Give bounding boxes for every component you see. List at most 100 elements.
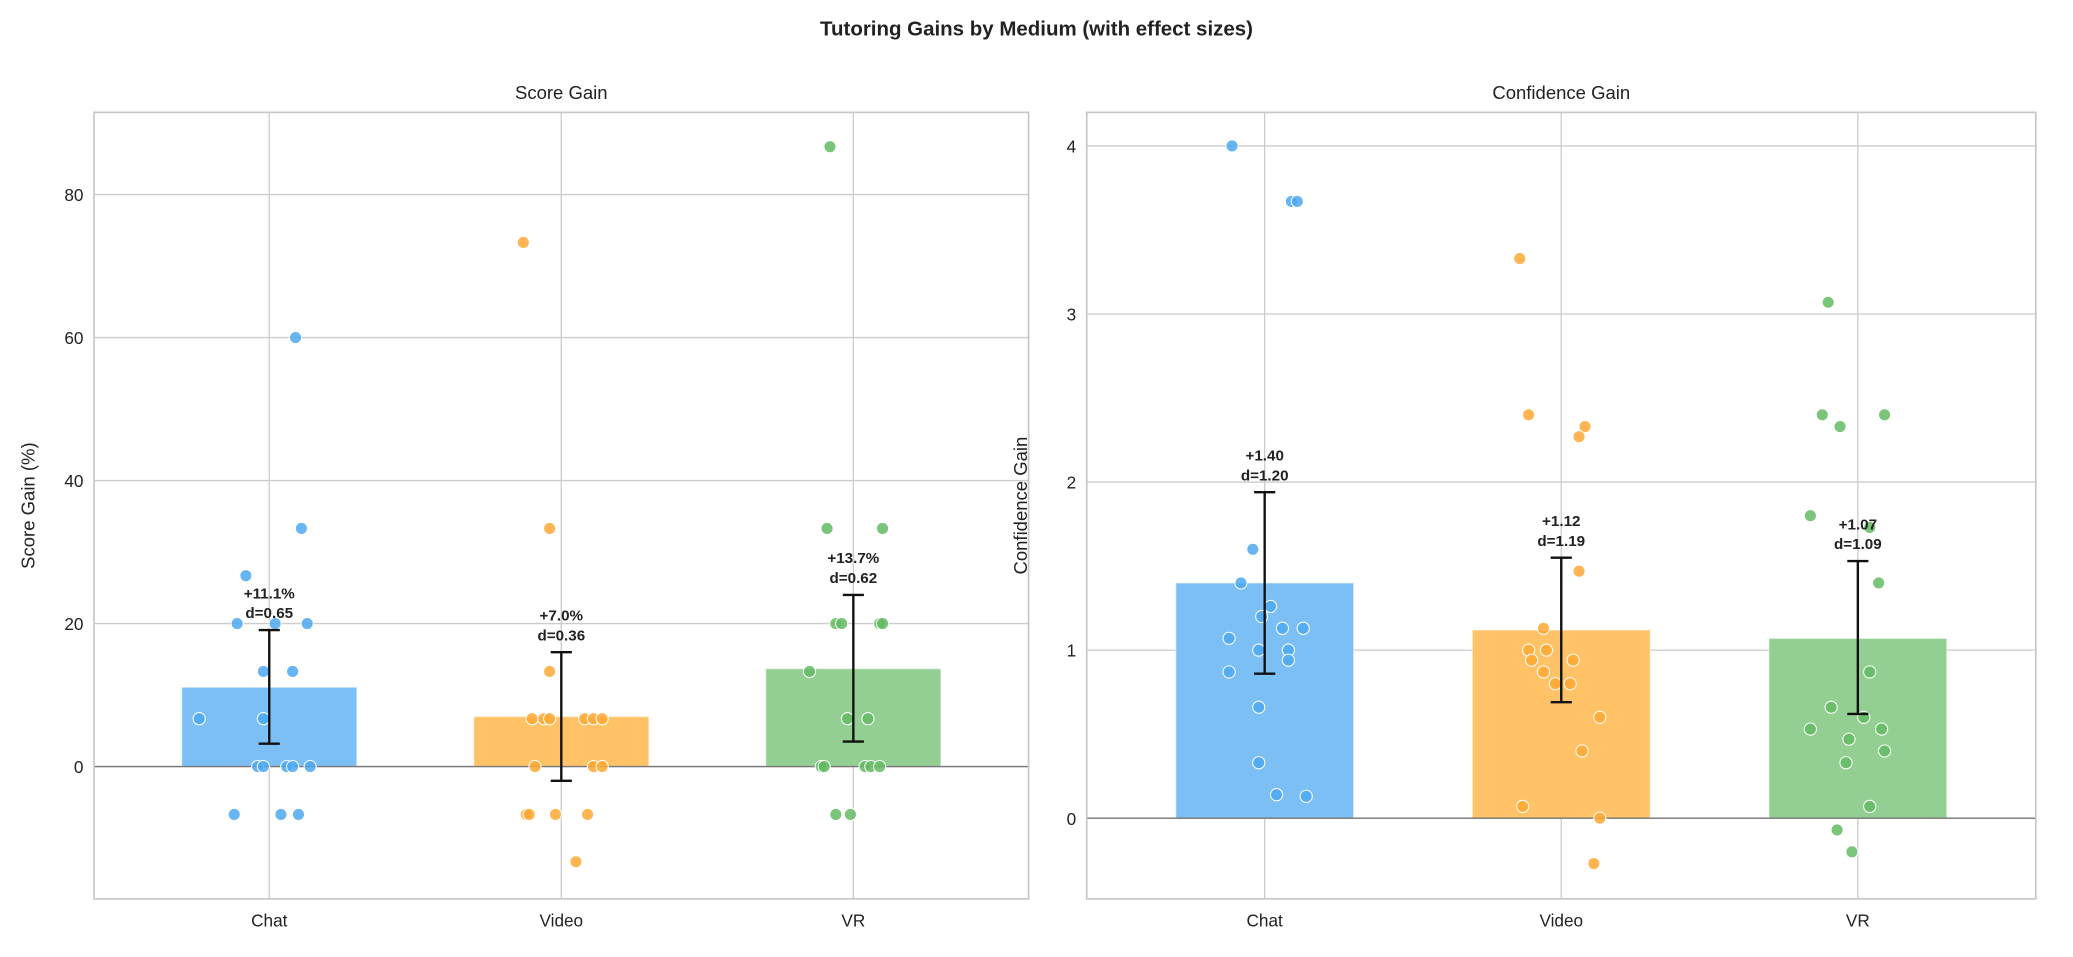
data-point-vr	[840, 712, 855, 726]
data-point-vr	[1803, 509, 1818, 523]
data-point-video	[1522, 408, 1536, 422]
data-point-video	[1575, 744, 1589, 758]
data-point-vr	[1845, 845, 1859, 859]
data-point-chat	[300, 616, 314, 631]
data-point-video	[1563, 677, 1577, 691]
data-point-video	[528, 759, 542, 774]
data-point-video	[522, 807, 536, 822]
data-point-video	[569, 855, 583, 869]
data-point-vr	[823, 140, 837, 154]
data-point-vr	[875, 616, 890, 631]
x-tick-label: Chat	[1247, 911, 1284, 931]
data-point-chat	[192, 712, 206, 726]
data-point-vr	[1877, 744, 1892, 758]
data-point-video	[1593, 811, 1607, 825]
bar-value-label: +13.7%	[827, 550, 879, 567]
data-point-video	[543, 664, 557, 679]
data-point-video	[548, 807, 563, 822]
data-point-chat	[1222, 665, 1236, 679]
y-tick-label: 0	[74, 757, 84, 777]
data-point-video	[543, 521, 557, 536]
data-point-chat	[1225, 139, 1239, 153]
data-point-vr	[1824, 700, 1838, 714]
data-point-chat	[288, 330, 303, 345]
y-tick-label: 3	[1067, 305, 1077, 325]
data-point-chat	[1252, 643, 1266, 657]
data-point-vr	[802, 664, 817, 679]
data-point-vr	[843, 807, 858, 822]
data-point-chat	[1255, 609, 1269, 624]
x-tick-label: Video	[1539, 911, 1583, 931]
data-point-vr	[1830, 823, 1844, 837]
bar-value-label: +1.07	[1839, 516, 1877, 533]
confidence-gain-panel: 0 1 2 3 4 Chat Video VR +1.40 d=1.20 +1.12 d=1.19 +1…	[1010, 82, 2037, 931]
data-point-chat	[1252, 700, 1266, 714]
data-point-video	[1513, 251, 1527, 266]
data-point-vr	[1842, 732, 1856, 746]
data-point-chat	[286, 664, 300, 679]
data-point-vr	[873, 759, 887, 774]
axes-frame	[1085, 111, 2037, 900]
y-tick-label: 4	[1067, 137, 1077, 157]
data-point-chat	[286, 759, 300, 774]
data-point-chat	[1299, 789, 1313, 803]
effect-size-label: d=1.20	[1241, 467, 1289, 484]
data-point-chat	[1264, 599, 1278, 614]
data-point-chat	[227, 807, 241, 822]
data-point-chat	[1275, 621, 1290, 635]
data-point-video	[1524, 653, 1539, 667]
score-gain-panel: 0 20 40 60 80 Chat Video VR +11.1% d=0.65 +7.0% d=0…	[18, 82, 1030, 931]
data-point-chat	[303, 759, 317, 774]
bar-value-label: +7.0%	[540, 607, 584, 624]
effect-size-label: d=1.19	[1537, 533, 1585, 550]
x-tick-label: VR	[1846, 911, 1870, 931]
data-point-chat	[256, 664, 271, 679]
data-point-video	[543, 712, 557, 726]
y-tick-label: 0	[1067, 809, 1077, 829]
data-point-vr	[829, 807, 843, 822]
y-tick-label: 20	[64, 614, 83, 634]
data-point-chat	[1290, 194, 1304, 209]
data-point-vr	[1833, 420, 1847, 434]
data-point-video	[1566, 653, 1580, 667]
data-point-chat	[1246, 542, 1260, 556]
data-point-chat	[1296, 621, 1310, 635]
data-point-vr	[1863, 520, 1877, 535]
x-tick-label: Video	[539, 911, 583, 931]
y-tick-label: 60	[64, 328, 83, 348]
data-point-vr	[1803, 722, 1818, 736]
data-point-chat	[239, 569, 253, 583]
bar-value-label: +1.40	[1245, 447, 1283, 464]
data-point-vr	[861, 712, 875, 726]
x-tick-label: Chat	[251, 911, 288, 931]
data-point-chat	[230, 616, 244, 631]
bar-value-label: +11.1%	[244, 585, 296, 602]
data-point-vr	[1874, 722, 1889, 736]
data-point-video	[1572, 564, 1586, 578]
data-point-chat	[1281, 653, 1296, 667]
data-point-video	[580, 807, 595, 822]
subplot-title: Score Gain	[515, 82, 608, 103]
data-point-chat	[291, 807, 306, 822]
data-point-chat	[1252, 756, 1266, 770]
data-point-chat	[294, 521, 308, 536]
data-point-vr	[1871, 576, 1886, 590]
data-point-vr	[1877, 408, 1892, 422]
data-point-video	[1593, 710, 1607, 724]
data-point-video	[1536, 665, 1551, 679]
effect-size-label: d=0.36	[537, 627, 585, 644]
data-point-video	[1516, 799, 1530, 814]
data-point-video	[1572, 430, 1586, 444]
data-point-chat	[1222, 631, 1236, 645]
data-point-vr	[1839, 756, 1853, 770]
y-axis-label: Confidence Gain	[1010, 437, 1031, 575]
data-point-chat	[256, 759, 271, 774]
data-point-vr	[817, 759, 831, 774]
subplot-title: Confidence Gain	[1492, 82, 1630, 103]
data-point-video	[1548, 677, 1562, 691]
bar-value-label: +1.12	[1542, 513, 1580, 530]
data-point-video	[516, 235, 530, 250]
data-point-chat	[274, 807, 288, 822]
y-tick-label: 1	[1067, 641, 1077, 661]
data-point-vr	[875, 521, 890, 536]
